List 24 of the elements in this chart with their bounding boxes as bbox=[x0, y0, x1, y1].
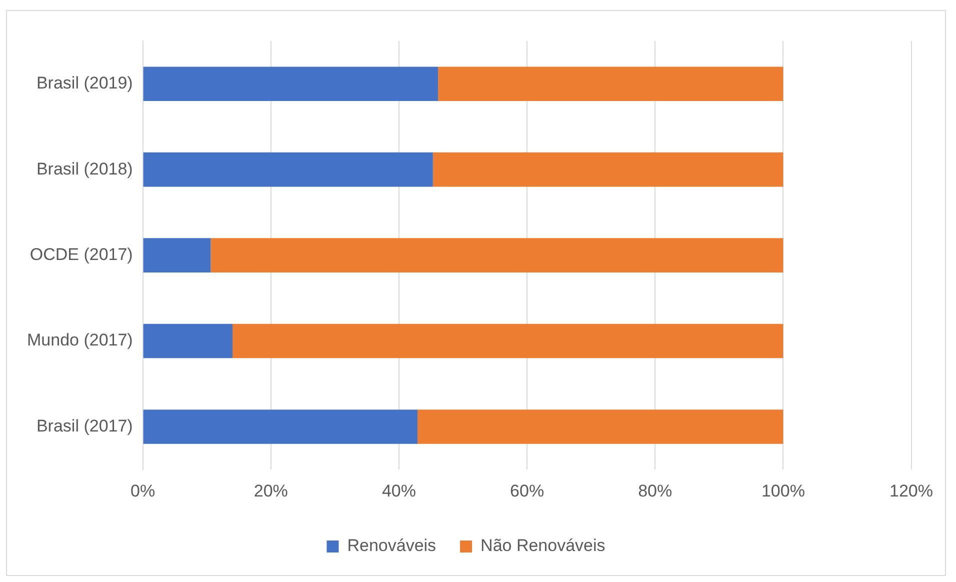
x-tick-label: 80% bbox=[638, 481, 672, 500]
y-tick-label: Brasil (2018) bbox=[36, 159, 133, 178]
y-tick-label: Mundo (2017) bbox=[27, 330, 133, 350]
bar bbox=[232, 324, 784, 358]
bar bbox=[210, 238, 784, 272]
bar bbox=[143, 324, 232, 358]
x-tick-label: 20% bbox=[254, 481, 288, 500]
legend-label: Não Renováveis bbox=[480, 536, 606, 556]
bar bbox=[143, 152, 433, 187]
bar bbox=[438, 66, 784, 102]
y-tick-label: Brasil (2017) bbox=[36, 416, 133, 436]
y-tick-label: Brasil (2019) bbox=[36, 74, 133, 93]
bar bbox=[143, 238, 211, 272]
x-tick-label: 40% bbox=[382, 481, 416, 500]
x-tick-label: 60% bbox=[510, 481, 544, 500]
y-tick-label: OCDE (2017) bbox=[30, 244, 133, 264]
x-tick-label: 0% bbox=[130, 481, 156, 500]
x-tick-label: 120% bbox=[890, 481, 933, 500]
bar bbox=[143, 66, 438, 102]
legend-label: Renováveis bbox=[347, 536, 436, 556]
bar bbox=[143, 410, 418, 444]
bar bbox=[418, 410, 784, 444]
x-tick-label: 100% bbox=[761, 481, 805, 500]
bar bbox=[432, 152, 784, 187]
